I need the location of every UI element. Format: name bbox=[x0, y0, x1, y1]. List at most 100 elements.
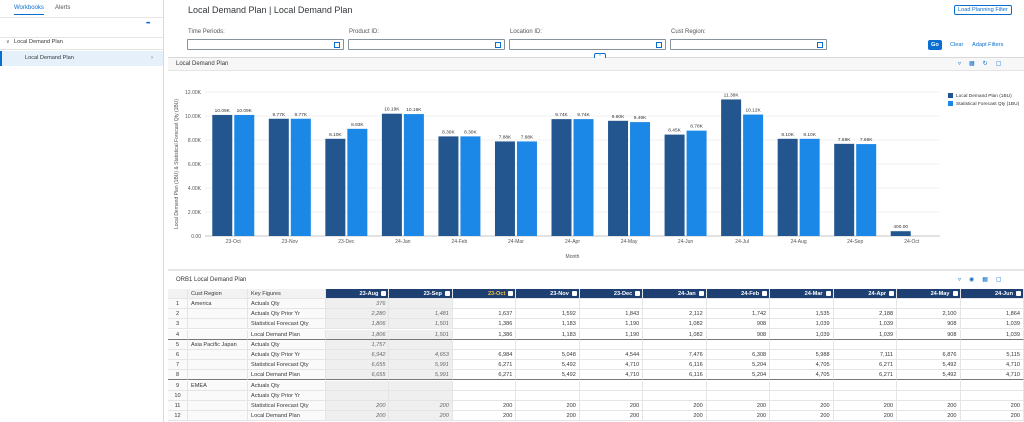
caret[interactable]: ∨ bbox=[6, 39, 10, 45]
value-cell: 4,653 bbox=[389, 350, 453, 360]
value-cell: 200 bbox=[516, 411, 580, 422]
filter-input[interactable] bbox=[670, 39, 827, 50]
tree-group-label: Local Demand Plan bbox=[14, 39, 63, 45]
checkbox[interactable] bbox=[635, 291, 641, 296]
value-cell bbox=[770, 390, 834, 401]
value-cell: 1,501 bbox=[389, 319, 453, 330]
x-tick-label: 24-Apr bbox=[565, 239, 580, 245]
panel-icons[interactable]: ▿◉▦▢ bbox=[958, 277, 1010, 283]
checkbox[interactable] bbox=[952, 291, 958, 296]
data-label: 8.30K bbox=[442, 129, 455, 135]
value-cell: 200 bbox=[833, 401, 898, 411]
bar bbox=[686, 130, 707, 236]
filter-input[interactable] bbox=[509, 39, 666, 50]
column-header: 24-Apr bbox=[833, 289, 898, 299]
tree-item[interactable] bbox=[0, 51, 163, 66]
go-button[interactable]: Go bbox=[928, 40, 942, 50]
y-tick-label: 0.00 bbox=[191, 234, 201, 240]
value-cell: 1,039 bbox=[960, 329, 1024, 340]
value-cell bbox=[643, 380, 707, 391]
adapt-filters-button[interactable]: Adapt Filters bbox=[972, 42, 1004, 48]
y-tick-label: 12.00K bbox=[185, 90, 202, 96]
bar bbox=[234, 114, 255, 236]
filter-input[interactable] bbox=[187, 39, 344, 50]
bar bbox=[664, 134, 685, 236]
value-cell: 200 bbox=[643, 401, 707, 411]
checkbox[interactable] bbox=[444, 291, 450, 296]
value-cell: 6,116 bbox=[643, 360, 707, 371]
value-cell: 6,876 bbox=[897, 350, 961, 360]
column-header: 24-May bbox=[897, 289, 961, 299]
value-cell: 1,183 bbox=[516, 319, 580, 330]
checkbox[interactable] bbox=[381, 291, 387, 296]
row-number: 4 bbox=[168, 329, 188, 340]
value-cell bbox=[452, 390, 517, 401]
x-tick-label: 23-Oct bbox=[226, 239, 242, 245]
bar bbox=[856, 144, 877, 236]
bar bbox=[777, 138, 798, 236]
more-button[interactable]: ••• bbox=[146, 21, 150, 27]
value-cell: 5,204 bbox=[706, 370, 771, 381]
row-label: Asia Pacific Japan bbox=[188, 339, 248, 350]
filter-input[interactable] bbox=[348, 39, 505, 50]
value-cell bbox=[960, 339, 1024, 350]
panel-icons[interactable]: ▿▦↻▢ bbox=[958, 61, 1010, 67]
column-header: Cust Region bbox=[188, 289, 248, 299]
value-cell: 908 bbox=[706, 319, 771, 330]
value-cell: 200 bbox=[897, 411, 961, 422]
checkbox[interactable] bbox=[508, 291, 514, 296]
value-cell bbox=[643, 299, 707, 309]
checkbox[interactable] bbox=[762, 291, 768, 296]
row-label: Statistical Forecast Qty bbox=[248, 319, 326, 330]
checkbox[interactable] bbox=[698, 291, 704, 296]
x-tick-label: 24-Jul bbox=[735, 239, 749, 245]
value-cell: 5,991 bbox=[389, 370, 453, 381]
tree-group[interactable] bbox=[0, 37, 163, 50]
data-label: 7.68K bbox=[838, 137, 851, 143]
data-label: 9.77K bbox=[273, 112, 286, 118]
clear-button[interactable]: Clear bbox=[950, 42, 964, 48]
value-cell bbox=[897, 380, 961, 391]
value-cell: 200 bbox=[770, 401, 834, 411]
row-number: 9 bbox=[168, 380, 188, 391]
data-label: 9.74K bbox=[555, 112, 568, 118]
y-tick-label: 10.00K bbox=[185, 114, 202, 120]
row-label bbox=[188, 411, 248, 422]
value-cell: 1,183 bbox=[516, 329, 580, 340]
chart-panel-title: Local Demand Plan bbox=[176, 61, 229, 67]
value-cell bbox=[706, 339, 771, 350]
page-title: Local Demand Plan | Local Demand Plan bbox=[188, 5, 353, 15]
value-cell: 6,655 bbox=[326, 360, 390, 371]
data-label: 400.00 bbox=[893, 224, 908, 230]
tab[interactable]: Workbooks bbox=[14, 5, 44, 15]
value-cell: 1,386 bbox=[452, 319, 517, 330]
checkbox[interactable] bbox=[889, 291, 895, 296]
filter-label: Product ID: bbox=[349, 29, 380, 35]
value-cell: 200 bbox=[452, 401, 517, 411]
row-label bbox=[188, 309, 248, 320]
value-cell: 1,806 bbox=[326, 319, 390, 330]
value-cell: 1,039 bbox=[770, 319, 834, 330]
bar bbox=[516, 141, 537, 236]
data-label: 10.19K bbox=[384, 107, 400, 113]
value-cell: 5,492 bbox=[897, 370, 961, 381]
checkbox[interactable] bbox=[571, 291, 577, 296]
bar bbox=[460, 136, 481, 236]
checkbox[interactable] bbox=[1015, 291, 1021, 296]
value-cell: 200 bbox=[770, 411, 834, 422]
load-filter-button[interactable]: Load Planning Filter bbox=[954, 5, 1012, 15]
bar bbox=[325, 138, 346, 236]
table: Cust Region Key Figures 23-Aug 23-Sep 23-Oct… bbox=[168, 289, 1024, 422]
value-cell bbox=[452, 299, 517, 309]
value-cell: 1,501 bbox=[389, 329, 453, 340]
legend-swatch bbox=[948, 93, 953, 98]
y-axis-title: Local Demand Plan (1BU) & Statistical Fo… bbox=[174, 99, 180, 229]
value-cell: 1,039 bbox=[833, 319, 898, 330]
checkbox[interactable] bbox=[825, 291, 831, 296]
data-label: 8.78K bbox=[690, 124, 703, 130]
row-label bbox=[188, 360, 248, 371]
row-number: 1 bbox=[168, 299, 188, 309]
value-cell: 200 bbox=[897, 401, 961, 411]
tab[interactable]: Alerts bbox=[55, 5, 71, 11]
value-cell bbox=[960, 299, 1024, 309]
